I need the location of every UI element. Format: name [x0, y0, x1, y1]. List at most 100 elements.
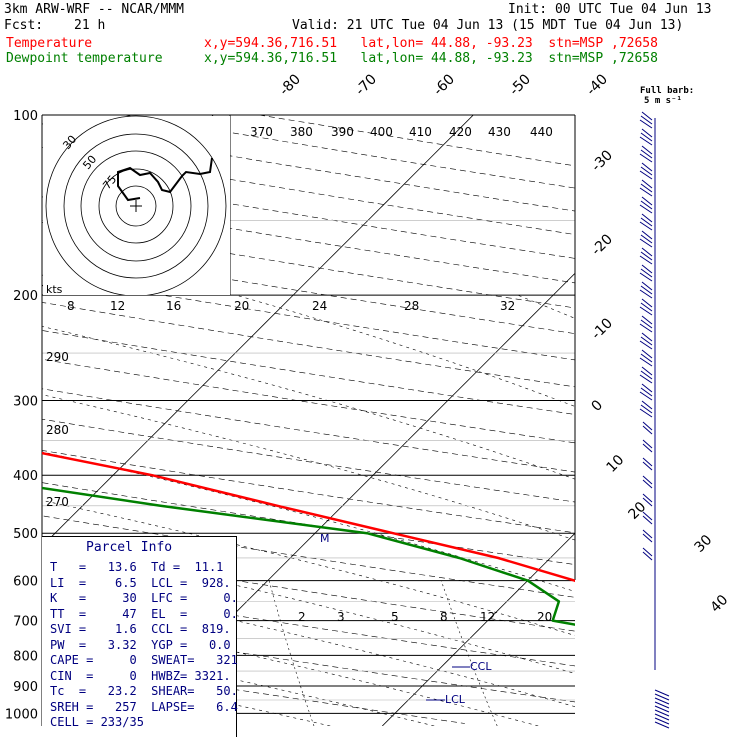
wind-barb: [642, 551, 653, 561]
isotherm-label: -40: [584, 71, 611, 98]
annotation-m: M: [320, 532, 330, 545]
hodograph-trace: [117, 157, 213, 202]
wind-barb: [639, 153, 653, 163]
wind-barb: [639, 289, 653, 299]
wind-barb: [641, 145, 653, 155]
wind-barb: [640, 285, 653, 295]
forecast-hour: 21 h: [74, 18, 106, 33]
wind-barb: [642, 479, 653, 489]
wind-barb: [641, 179, 653, 189]
mixing-ratio-label: 5: [391, 610, 399, 624]
wind-barb: [640, 319, 653, 329]
wind-barb: [640, 183, 653, 193]
wind-barb: [654, 697, 670, 705]
init-time: Init: 00 UTC Tue 04 Jun 13: [508, 2, 712, 17]
pressure-label: 400: [13, 469, 38, 484]
pressure-label: 800: [13, 649, 38, 664]
hodograph-ring: [80, 150, 192, 262]
wind-barb: [642, 421, 653, 431]
sounding-profiles: [42, 451, 575, 626]
wind-barb: [641, 366, 653, 376]
wind-barb: [639, 357, 653, 367]
wind-barb: [640, 387, 653, 397]
isotherm-label: -30: [589, 147, 616, 174]
wind-barb: [640, 353, 653, 363]
hodograph-axis-label: 20: [234, 299, 249, 313]
hodograph-axis-label: 12: [110, 299, 125, 313]
forecast-label: Fcst:: [4, 18, 44, 33]
mixing-ratio-line: [608, 581, 675, 726]
wind-barb: [642, 425, 653, 435]
annotation-lcl: LCL: [445, 693, 466, 706]
wind-barb: [640, 268, 653, 278]
wind-barb: [641, 213, 653, 223]
parcel-info-row: T = 13.6 Td = 11.1: [50, 560, 224, 574]
wind-barb: [641, 247, 653, 257]
wind-barb: [654, 721, 670, 729]
wind-barb: [640, 166, 653, 176]
isotherm-label: -10: [589, 315, 616, 342]
annotation-ccl: CCL: [470, 660, 492, 673]
pressure-label: 900: [13, 680, 38, 695]
moist-adiabat-line: [42, 326, 575, 480]
wind-barb: [642, 493, 653, 503]
wind-barb: [642, 511, 653, 521]
hodograph-axis-label: 16: [166, 299, 181, 313]
wind-barb: [654, 717, 670, 725]
parcel-info-row: CIN = 0 HWBZ= 3321.: [50, 668, 231, 683]
wind-barb: [641, 230, 653, 240]
isotherm-line: [382, 532, 575, 726]
wind-barb: [640, 149, 653, 159]
temperature-profile: [42, 451, 575, 583]
wind-barb: [641, 315, 653, 325]
dry-adiabat-line: [42, 274, 575, 361]
pressure-label: 1000: [5, 707, 38, 722]
wind-barb: [642, 439, 653, 449]
wind-barb: [640, 302, 653, 312]
wind-barb: [642, 461, 653, 471]
hodograph-ring: [98, 168, 174, 244]
pressure-label: 500: [13, 527, 38, 542]
isotherm-label: -60: [431, 71, 458, 98]
hodograph-axis-label: 8: [67, 299, 75, 313]
temperature-location: x,y=594.36,716.51 lat,lon= 44.88, -93.23…: [204, 36, 658, 51]
isotherm-label: -70: [353, 71, 380, 98]
wind-barb: [654, 705, 670, 713]
theta-e-label: 410: [409, 125, 432, 139]
parcel-info-row: CELL = 233/35: [50, 715, 144, 729]
parcel-info-panel: [42, 536, 237, 737]
wind-barb: [642, 497, 653, 507]
wind-barb: [641, 332, 653, 342]
dewpoint-legend: Dewpoint temperature: [6, 51, 163, 66]
wind-barb: [641, 264, 653, 274]
valid-time: Valid: 21 UTC Tue 04 Jun 13 (15 MDT Tue …: [292, 18, 684, 33]
parcel-info-row: LI = 6.5 LCL = 928.: [50, 575, 231, 590]
isotherm-label: -20: [589, 231, 616, 258]
isotherm-label: 0: [589, 397, 607, 415]
theta-e-label: 430: [488, 125, 511, 139]
isotherm-label: 40: [708, 592, 732, 616]
hodograph-axis-label: 32: [500, 299, 515, 313]
mixing-ratio-label: 2: [298, 610, 306, 624]
wind-barb: [640, 115, 653, 125]
wind-barb: [641, 349, 653, 359]
wind-barb: [639, 170, 653, 180]
wind-barb: [642, 475, 653, 485]
wind-barb: [639, 323, 653, 333]
potential-temp-label: 270: [46, 495, 69, 509]
isotherm-line: [642, 115, 740, 726]
parcel-info-row: SVI = 1.6 CCL = 819.: [50, 622, 231, 636]
wind-barb: [639, 187, 653, 197]
wind-barb: [639, 136, 653, 146]
wind-barb: [640, 336, 653, 346]
hodograph-axis-label: 28: [404, 299, 419, 313]
mixing-ratio-label: 12: [480, 610, 495, 624]
theta-e-label: 370: [250, 125, 273, 139]
isotherm-label: -80: [277, 71, 304, 98]
pressure-label: 600: [13, 575, 38, 590]
parcel-info-row: K = 30 LFC = 0.: [50, 591, 238, 605]
wind-barb: [639, 221, 653, 231]
mixing-ratio-label: 3: [337, 610, 345, 624]
theta-e-label: 420: [449, 125, 472, 139]
